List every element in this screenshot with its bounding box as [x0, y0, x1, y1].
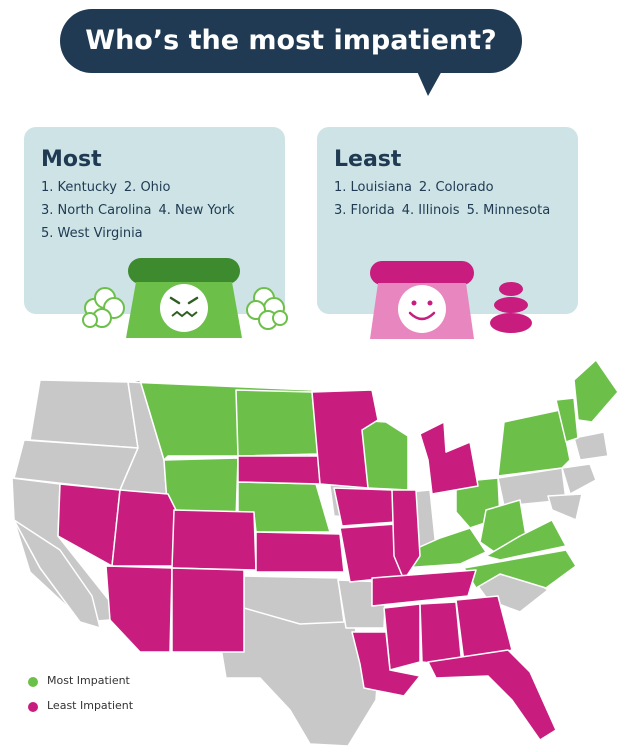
happy-phone-icon [370, 261, 532, 339]
state-south-dakota [237, 455, 321, 485]
most-list-line: 1. Kentucky 2. Ohio [41, 180, 170, 195]
least-state-item: 5. Minnesota [466, 203, 551, 218]
state-tennessee [371, 569, 477, 607]
least-list-line: 3. Florida 4. Illinois 5. Minnesota [334, 203, 550, 218]
state-louisiana [351, 631, 421, 697]
legend-swatch-least [28, 702, 38, 712]
least-heading: Least [334, 147, 402, 172]
state-new-york [497, 409, 571, 477]
state-new-mexico [171, 567, 245, 653]
least-list-line: 1. Louisiana 2. Colorado [334, 180, 494, 195]
angry-phone-icon [82, 258, 288, 338]
most-list-line: 3. North Carolina 4. New York [41, 203, 235, 218]
state-illinois [391, 489, 421, 581]
legend-label: Least Impatient [47, 699, 134, 712]
state-north-carolina [463, 549, 577, 589]
state-virginia [485, 519, 567, 561]
least-state-item: 3. Florida [334, 203, 395, 218]
legend-label: Most Impatient [47, 674, 130, 687]
state-new-jersey [561, 463, 597, 495]
state-iowa [333, 487, 397, 527]
state-colorado [171, 509, 257, 571]
least-state-item: 1. Louisiana [334, 180, 412, 195]
state-vermont-new-hampshire [555, 397, 579, 443]
state-maryland [547, 493, 583, 521]
most-impatient-card: Most 1. Kentucky 2. Ohio 3. North Carolin… [24, 127, 285, 314]
least-state-item: 4. Illinois [401, 203, 460, 218]
state-michigan [419, 421, 479, 495]
state-alabama [419, 601, 463, 667]
state-north-dakota [235, 389, 319, 457]
most-state-item: 3. North Carolina [41, 203, 152, 218]
steam-puff-icon [246, 287, 288, 330]
state-florida [427, 649, 557, 741]
most-list-line: 5. West Virginia [41, 226, 143, 241]
state-washington [29, 379, 139, 449]
most-heading: Most [41, 147, 102, 172]
us-map [11, 360, 619, 747]
state-maine [573, 360, 619, 423]
state-georgia [455, 595, 513, 663]
title-bubble: Who’s the most impatient? [60, 9, 522, 73]
most-state-item: 5. West Virginia [41, 226, 143, 241]
least-state-item: 2. Colorado [418, 180, 494, 195]
bubble-tail-icon [412, 60, 448, 96]
state-new-england-south [573, 431, 609, 461]
legend-swatch-most [28, 677, 38, 687]
state-california-coast [13, 519, 101, 629]
most-state-item: 2. Ohio [123, 180, 171, 195]
page-title: Who’s the most impatient? [85, 25, 497, 56]
most-state-item: 4. New York [158, 203, 235, 218]
state-kansas [255, 531, 345, 573]
state-arizona [105, 565, 173, 653]
stacked-stones-icon [490, 282, 532, 333]
state-utah [111, 489, 177, 567]
state-minnesota [311, 389, 379, 489]
most-state-item: 1. Kentucky [41, 180, 117, 195]
steam-puff-icon [82, 287, 125, 328]
